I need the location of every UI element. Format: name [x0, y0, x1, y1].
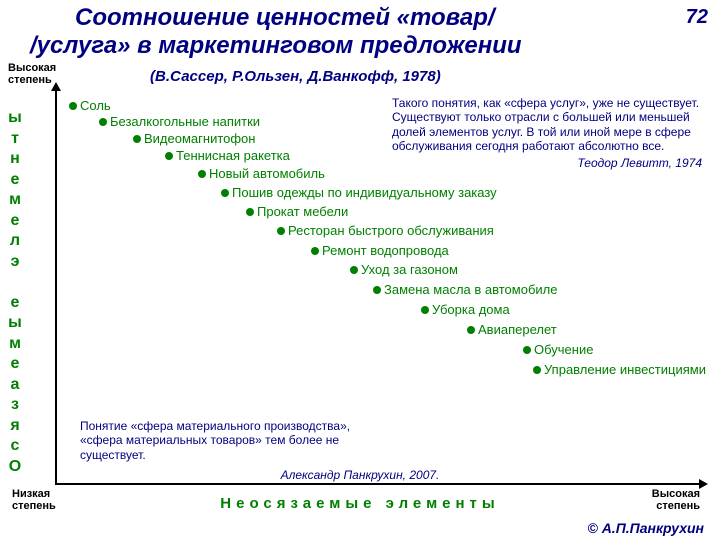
chart-point: Теннисная ракетка [165, 148, 290, 163]
title-line-1: Соотношение ценностей «товар/ [20, 4, 670, 32]
point-marker [533, 366, 541, 374]
point-marker [421, 306, 429, 314]
point-marker [99, 118, 107, 126]
point-label: Соль [80, 98, 111, 113]
y-axis-label: Осязаемые элементы [5, 110, 25, 475]
chart-point: Соль [69, 98, 111, 113]
point-label: Замена масла в автомобиле [384, 282, 557, 297]
point-marker [373, 286, 381, 294]
point-marker [523, 346, 531, 354]
point-label: Безалкогольные напитки [110, 114, 260, 129]
point-label: Видеомагнитофон [144, 131, 255, 146]
chart-point: Авиаперелет [467, 322, 557, 337]
chart-point: Замена масла в автомобиле [373, 282, 557, 297]
chart-point: Обучение [523, 342, 593, 357]
title-line-2: /услуга» в маркетинговом предложении [20, 32, 670, 60]
y-axis-high-label: Высокаястепень [8, 62, 56, 86]
chart-point: Видеомагнитофон [133, 131, 255, 146]
point-label: Авиаперелет [478, 322, 557, 337]
point-marker [165, 152, 173, 160]
chart-point: Управление инвестициями [533, 362, 706, 377]
point-marker [198, 170, 206, 178]
x-axis-line [55, 483, 706, 485]
point-label: Пошив одежды по индивидуальному заказу [232, 185, 497, 200]
point-marker [246, 208, 254, 216]
chart-point: Ремонт водопровода [311, 243, 449, 258]
point-marker [467, 326, 475, 334]
point-label: Прокат мебели [257, 204, 348, 219]
x-axis-label: Неосязаемые элементы [170, 495, 550, 512]
point-marker [311, 247, 319, 255]
point-label: Уборка дома [432, 302, 510, 317]
subtitle-authors: (В.Сассер, Р.Ользен, Д.Ванкофф, 1978) [150, 68, 441, 85]
point-label: Управление инвестициями [544, 362, 706, 377]
point-label: Ресторан быстрого обслуживания [288, 223, 494, 238]
point-label: Уход за газоном [361, 262, 458, 277]
point-marker [221, 189, 229, 197]
point-label: Ремонт водопровода [322, 243, 449, 258]
page-number: 72 [686, 6, 708, 29]
point-label: Теннисная ракетка [176, 148, 290, 163]
chart-point: Прокат мебели [246, 204, 348, 219]
point-marker [133, 135, 141, 143]
chart-point: Уборка дома [421, 302, 510, 317]
chart-point: Ресторан быстрого обслуживания [277, 223, 494, 238]
point-marker [277, 227, 285, 235]
point-marker [350, 266, 358, 274]
y-axis-low-label: Низкаястепень [12, 488, 56, 512]
chart-point: Безалкогольные напитки [99, 114, 260, 129]
page-title: Соотношение ценностей «товар/ /услуга» в… [20, 4, 670, 59]
point-marker [69, 102, 77, 110]
chart-point: Пошив одежды по индивидуальному заказу [221, 185, 497, 200]
point-label: Новый автомобиль [209, 166, 325, 181]
point-label: Обучение [534, 342, 593, 357]
x-axis-high-label: Высокаястепень [652, 488, 700, 512]
copyright: © А.П.Панкрухин [587, 520, 704, 536]
tangibility-chart: СольБезалкогольные напитки Видеомагнитофо… [55, 90, 700, 485]
chart-point: Новый автомобиль [198, 166, 325, 181]
y-axis-line [55, 84, 57, 485]
chart-point: Уход за газоном [350, 262, 458, 277]
